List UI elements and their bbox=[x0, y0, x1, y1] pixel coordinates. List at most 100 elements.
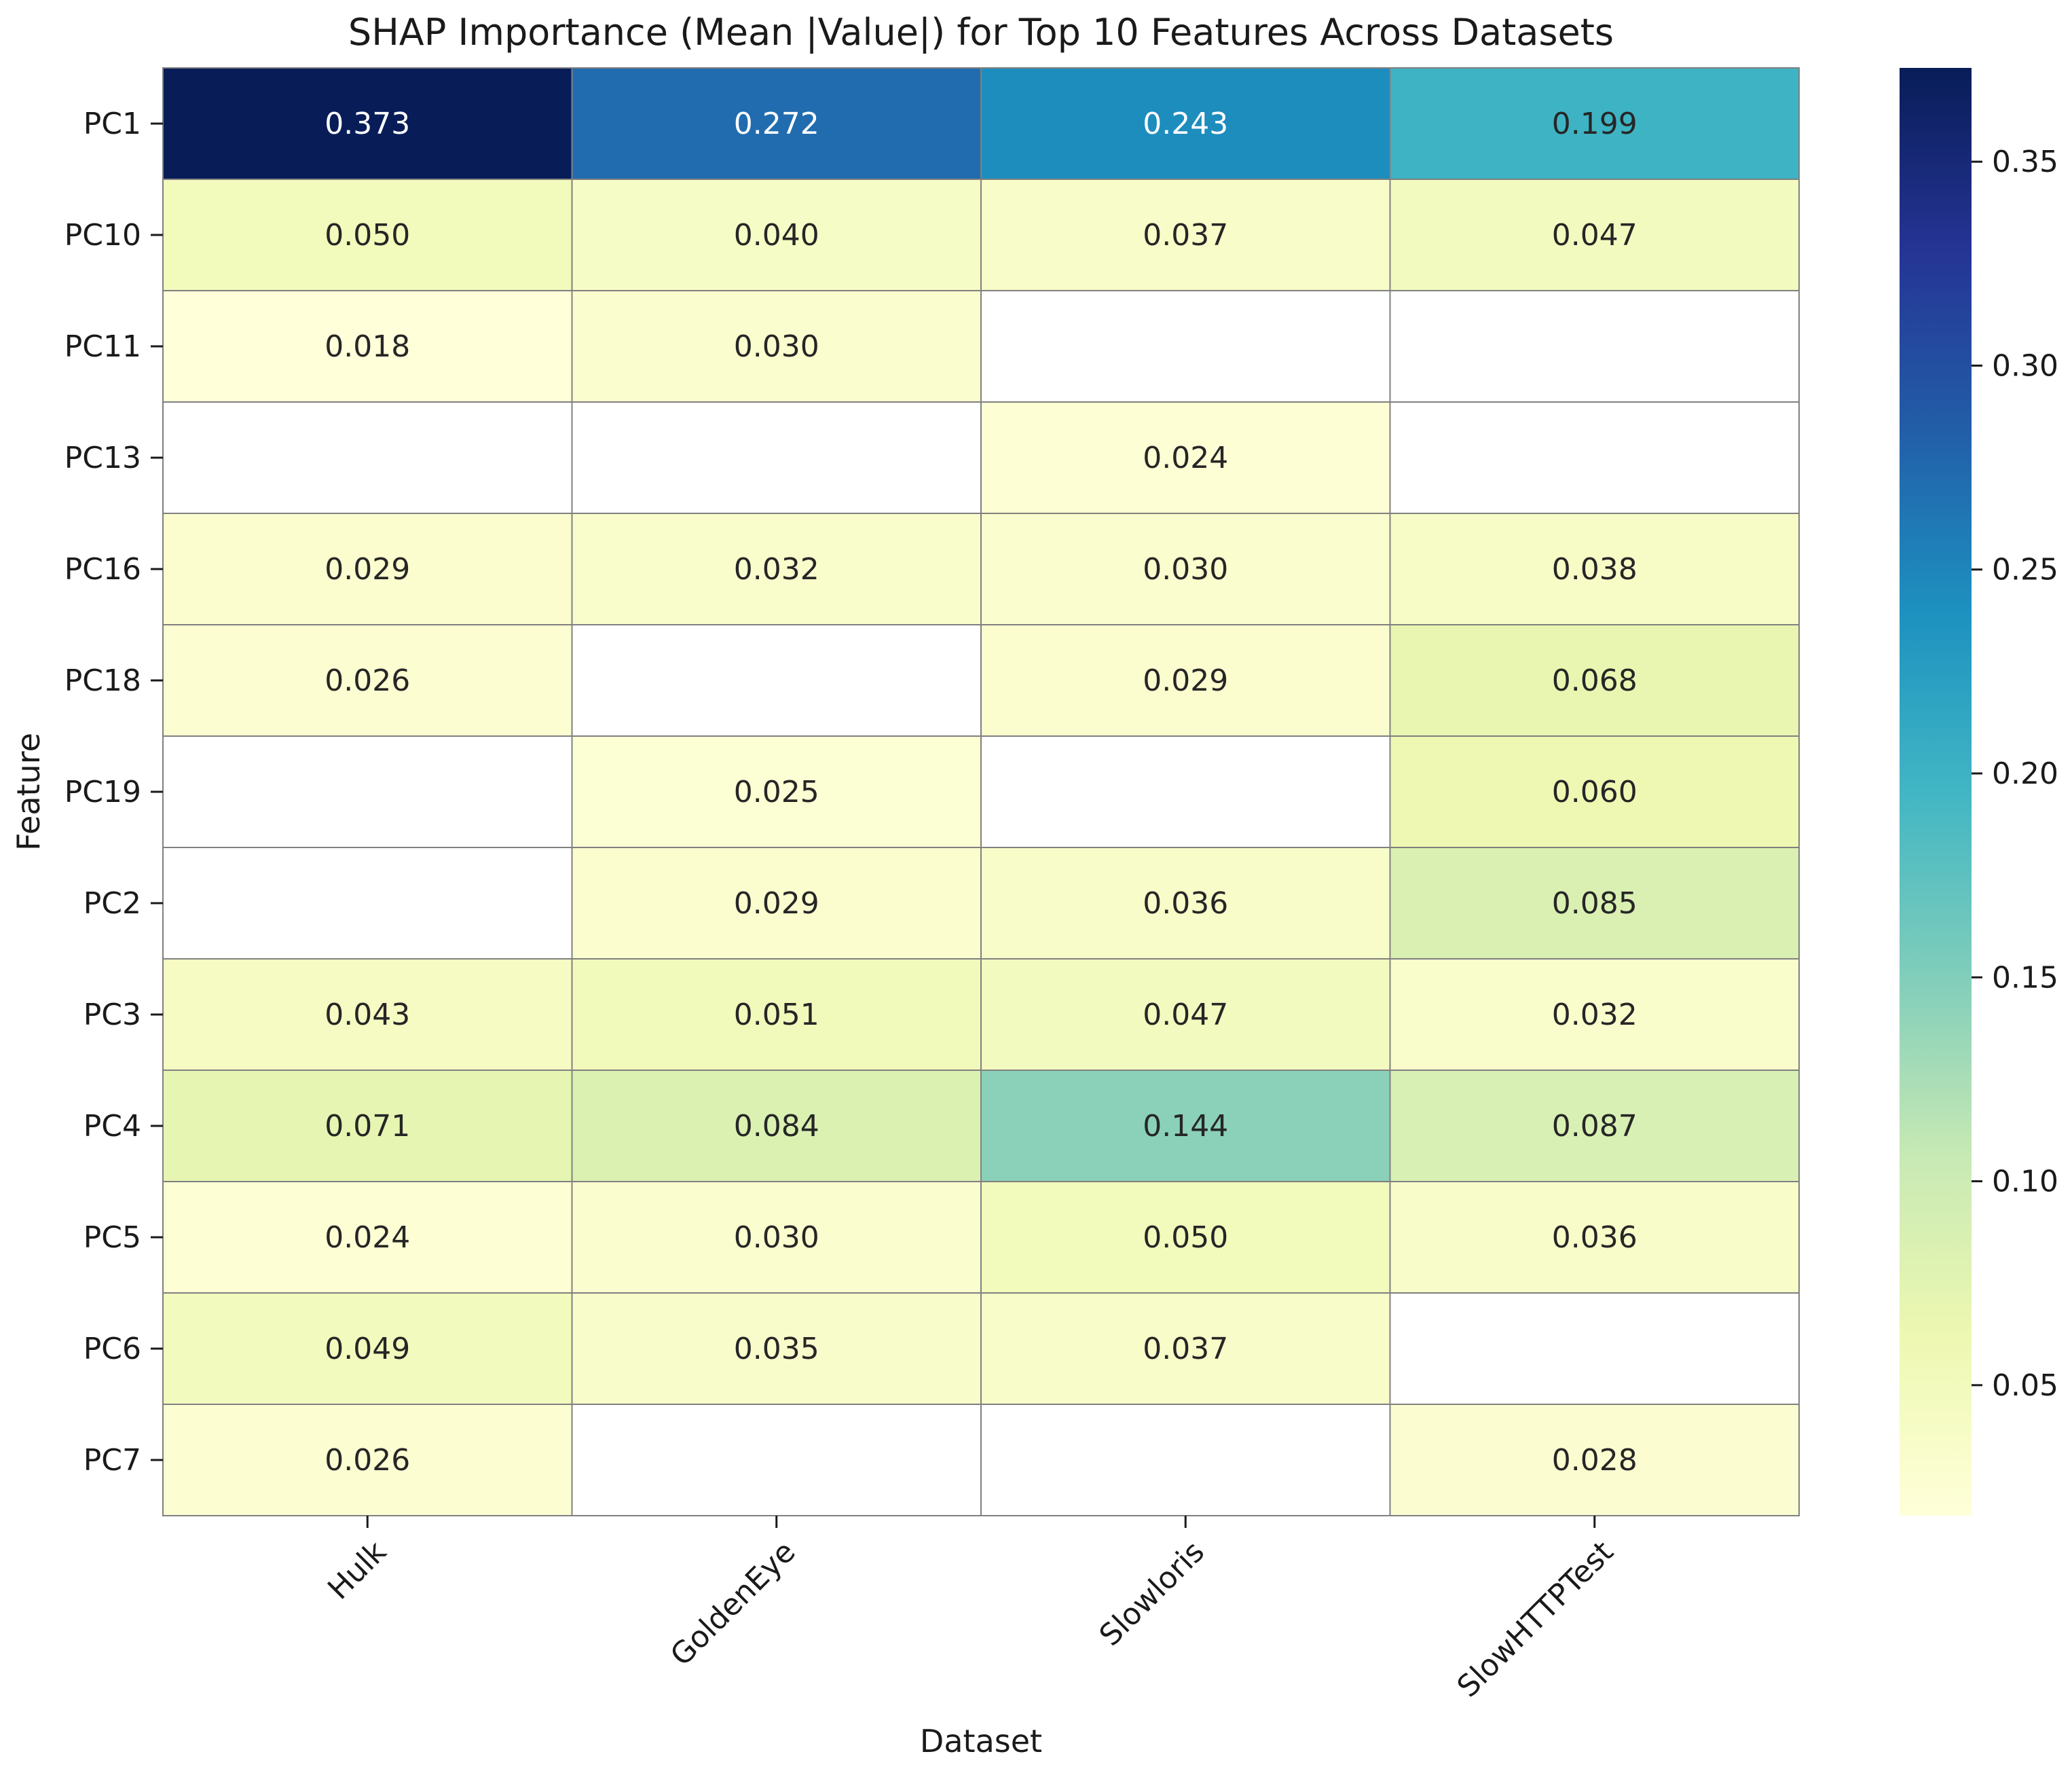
cell-value-label: 0.029 bbox=[1143, 663, 1228, 698]
row-tick-label: PC19 bbox=[64, 775, 141, 809]
heatmap-cell bbox=[1389, 735, 1800, 848]
heatmap-cell bbox=[571, 1292, 982, 1405]
colorbar-tick-label: 0.20 bbox=[1992, 756, 2058, 791]
heatmap-cell bbox=[1389, 624, 1800, 737]
cell-value-label: 0.036 bbox=[1143, 886, 1228, 921]
heatmap-cell bbox=[162, 1404, 573, 1516]
heatmap-cell bbox=[980, 513, 1391, 625]
cell-value-label: 0.144 bbox=[1143, 1109, 1228, 1144]
heatmap-cell bbox=[980, 290, 1391, 403]
heatmap-cells: 0.373 0.272 0.243 0.199 0.050 0.040 0.037 0.047… bbox=[162, 67, 1800, 1516]
heatmap-cell bbox=[1389, 1070, 1800, 1182]
heatmap-cell bbox=[1389, 1404, 1800, 1516]
row-tick-label: PC16 bbox=[64, 552, 141, 587]
heatmap-cell bbox=[571, 735, 982, 848]
cell-value-label: 0.051 bbox=[734, 998, 819, 1032]
cell-value-label: 0.026 bbox=[325, 663, 410, 698]
heatmap-cell bbox=[1389, 67, 1800, 180]
heatmap-cell bbox=[571, 401, 982, 514]
row-tick-labels: PC1 PC10 PC11 PC13 PC16 PC18 PC19 PC2 PC3 PC4 PC5 P… bbox=[64, 107, 163, 1478]
heatmap-cell bbox=[1389, 179, 1800, 291]
cell-value-label: 0.025 bbox=[734, 775, 819, 809]
row-tick-label: PC18 bbox=[64, 663, 141, 698]
heatmap-cell bbox=[162, 401, 573, 514]
heatmap-cell bbox=[980, 67, 1391, 180]
cell-value-label: 0.071 bbox=[325, 1109, 410, 1144]
cell-value-label: 0.037 bbox=[1143, 218, 1228, 253]
row-tick-label: PC13 bbox=[64, 441, 141, 475]
heatmap-cell bbox=[571, 513, 982, 625]
heatmap-cell bbox=[980, 847, 1391, 960]
cell-value-label: 0.024 bbox=[325, 1220, 410, 1255]
colorbar-gradient bbox=[1900, 68, 1972, 1516]
row-tick-label: PC1 bbox=[84, 107, 141, 141]
cell-value-label: 0.049 bbox=[325, 1332, 410, 1366]
cell-value-label: 0.037 bbox=[1143, 1332, 1228, 1366]
heatmap-cell bbox=[1389, 513, 1800, 625]
heatmap-cell bbox=[571, 67, 982, 180]
row-tick-label: PC5 bbox=[84, 1220, 141, 1255]
chart-title: SHAP Importance (Mean |Value|) for Top 1… bbox=[348, 11, 1614, 54]
heatmap-cell bbox=[1389, 401, 1800, 514]
column-tick-label: Slowloris bbox=[1093, 1535, 1211, 1653]
heatmap-cell bbox=[162, 1070, 573, 1182]
heatmap-cell bbox=[162, 847, 573, 960]
column-tick-label: GoldenEye bbox=[664, 1535, 802, 1673]
heatmap-cell bbox=[162, 67, 573, 180]
colorbar-tick-label: 0.35 bbox=[1992, 145, 2058, 179]
cell-value-label: 0.040 bbox=[734, 218, 819, 253]
heatmap-cell bbox=[571, 290, 982, 403]
cell-value-label: 0.029 bbox=[734, 886, 819, 921]
cell-value-label: 0.043 bbox=[325, 998, 410, 1032]
heatmap-cell bbox=[162, 179, 573, 291]
cell-value-label: 0.030 bbox=[1143, 552, 1228, 587]
colorbar-tick-label: 0.05 bbox=[1992, 1368, 2058, 1403]
cell-value-label: 0.018 bbox=[325, 329, 410, 364]
colorbar-tick-label: 0.30 bbox=[1992, 348, 2058, 383]
heatmap-cell bbox=[1389, 1292, 1800, 1405]
cell-value-label: 0.038 bbox=[1552, 552, 1638, 587]
colorbar-tick-label: 0.25 bbox=[1992, 553, 2058, 587]
cell-value-label: 0.047 bbox=[1143, 998, 1228, 1032]
heatmap-cell bbox=[980, 1404, 1391, 1516]
row-tick-label: PC11 bbox=[64, 329, 141, 364]
column-tick-label: SlowHTTPTest bbox=[1451, 1535, 1621, 1704]
column-tick-label: Hulk bbox=[321, 1534, 393, 1606]
heatmap-cell bbox=[571, 1070, 982, 1182]
cell-value-label: 0.243 bbox=[1143, 107, 1228, 141]
heatmap-cell bbox=[571, 847, 982, 960]
cell-value-label: 0.047 bbox=[1552, 218, 1638, 253]
cell-value-label: 0.026 bbox=[325, 1443, 410, 1478]
cell-value-label: 0.036 bbox=[1552, 1220, 1638, 1255]
cell-value-label: 0.032 bbox=[734, 552, 819, 587]
heatmap-cell bbox=[1389, 958, 1800, 1071]
cell-value-label: 0.199 bbox=[1552, 107, 1638, 141]
heatmap-cell bbox=[980, 624, 1391, 737]
cell-value-label: 0.068 bbox=[1552, 663, 1638, 698]
heatmap-cell bbox=[162, 735, 573, 848]
cell-value-label: 0.373 bbox=[325, 107, 410, 141]
row-tick-label: PC3 bbox=[84, 998, 141, 1032]
heatmap-cell bbox=[571, 958, 982, 1071]
heatmap-cell bbox=[162, 513, 573, 625]
cell-value-label: 0.030 bbox=[734, 1220, 819, 1255]
column-tick-labels: Hulk GoldenEye Slowloris SlowHTTPTest bbox=[321, 1516, 1621, 1704]
row-tick-label: PC10 bbox=[64, 218, 141, 253]
cell-value-label: 0.024 bbox=[1143, 441, 1228, 475]
heatmap-cell bbox=[1389, 847, 1800, 960]
row-tick-label: PC6 bbox=[84, 1332, 141, 1366]
colorbar-tick-label: 0.10 bbox=[1992, 1165, 2058, 1199]
heatmap-cell bbox=[571, 624, 982, 737]
cell-value-label: 0.084 bbox=[734, 1109, 819, 1144]
heatmap-cell bbox=[980, 1292, 1391, 1405]
cell-value-label: 0.032 bbox=[1552, 998, 1638, 1032]
cell-value-label: 0.085 bbox=[1552, 886, 1638, 921]
row-tick-label: PC7 bbox=[84, 1443, 141, 1478]
x-axis-label: Dataset bbox=[920, 1723, 1042, 1759]
y-axis-label: Feature bbox=[10, 733, 47, 851]
cell-value-label: 0.035 bbox=[734, 1332, 819, 1366]
heatmap-cell bbox=[571, 1404, 982, 1516]
cell-value-label: 0.029 bbox=[325, 552, 410, 587]
cell-value-label: 0.030 bbox=[734, 329, 819, 364]
